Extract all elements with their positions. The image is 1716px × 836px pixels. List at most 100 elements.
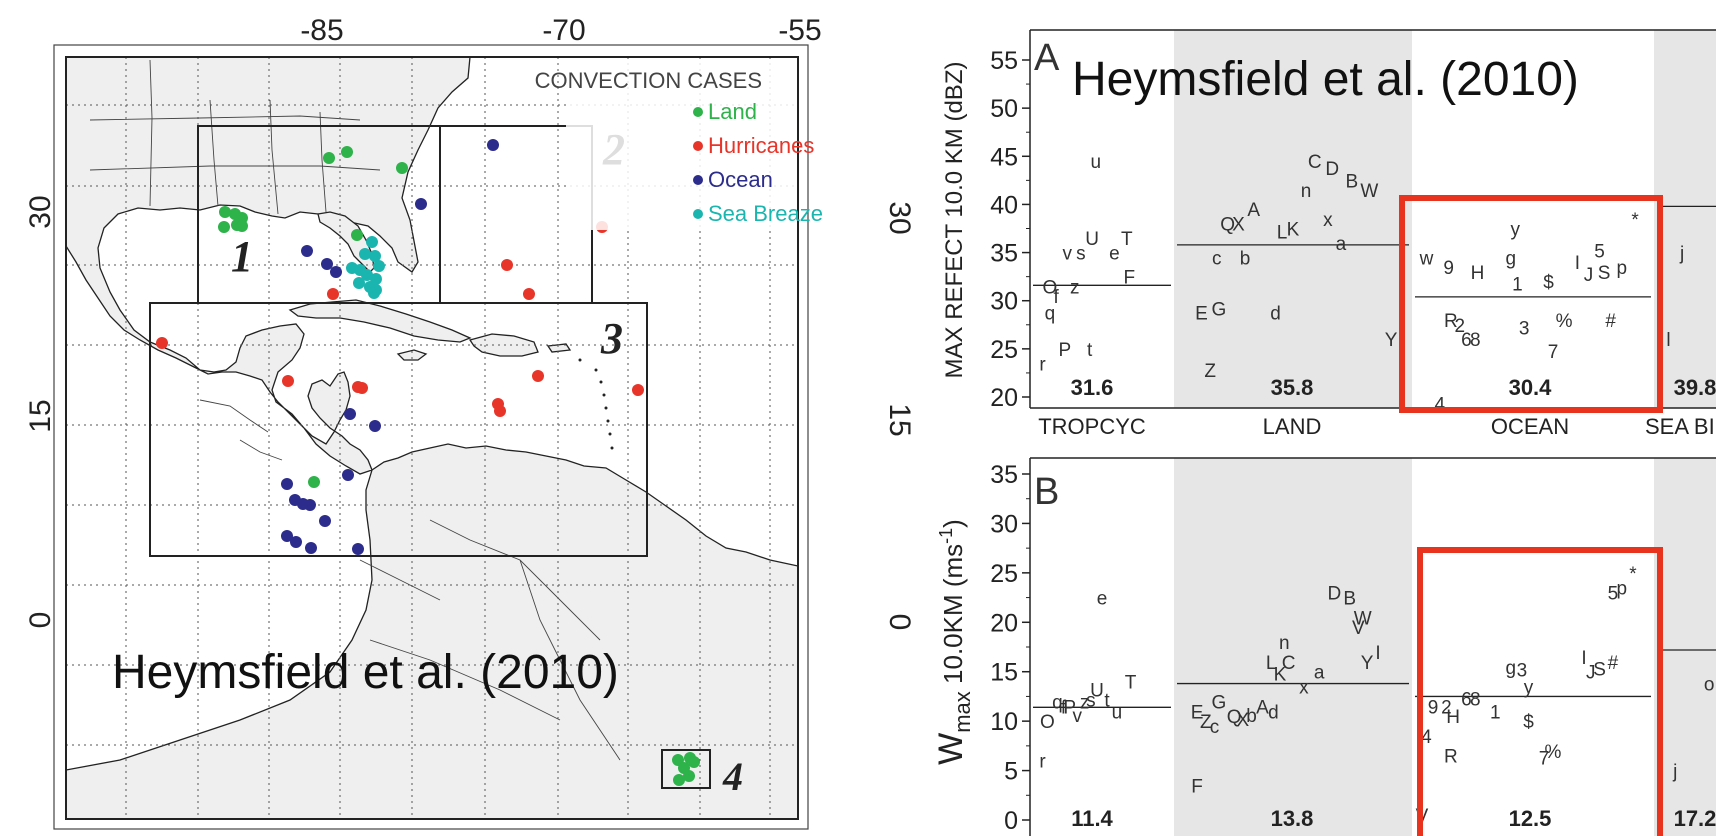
panel-b-point-1: q — [1052, 692, 1063, 713]
lon-label-85: -85 — [300, 14, 343, 47]
panel-b-point-33: d — [1268, 702, 1279, 723]
island-cuba — [288, 299, 472, 343]
panel-b-point-3: P — [1063, 697, 1076, 718]
panel-b-point-32: A — [1256, 697, 1269, 718]
panel-b-point-40: y — [1524, 678, 1534, 699]
panel-a-tick-label-25: 25 — [990, 336, 1018, 364]
panel-a-point-39: H — [1471, 263, 1485, 284]
panel-b-point-22: Y — [1361, 653, 1374, 674]
panel-b-mean-label-2: 12.5 — [1509, 806, 1552, 831]
lat-label-right-30: 30 — [883, 201, 916, 234]
ylabel-main: 10.0KM (ms — [938, 544, 968, 691]
lat-label-left-15: 15 — [24, 399, 57, 432]
panel-a-point-54: 4 — [1434, 395, 1445, 416]
panel-b-point-4: z — [1080, 692, 1090, 713]
panel-a-point-42: J — [1584, 265, 1594, 286]
panel-a-point-22: X — [1232, 215, 1245, 236]
panel-b-tick-label-5: 5 — [1004, 758, 1018, 786]
panel-a-point-13: r — [1039, 354, 1046, 375]
lat-label-right-0: 0 — [883, 614, 916, 631]
panel-b-point-23: I — [1375, 643, 1380, 664]
panel-a-point-11: P — [1058, 340, 1071, 361]
panel-b-point-13: D — [1328, 584, 1342, 605]
panel-b-mean-lines — [1033, 649, 1716, 708]
panel-b-shading — [1174, 458, 1716, 836]
panel-b-point-8: u — [1112, 702, 1123, 723]
panel-b-point-45: 9 — [1428, 697, 1439, 718]
panel-a-shading — [1174, 30, 1716, 408]
panel-a-shade-1 — [1174, 30, 1412, 408]
panel-a-point-1: v — [1063, 244, 1073, 265]
panel-a-point-45: $ — [1543, 272, 1554, 293]
panel-a-point-44: 1 — [1512, 274, 1523, 295]
panel-b-point-31: b — [1246, 706, 1257, 727]
panel-a-point-50: 3 — [1519, 319, 1530, 340]
panel-b-point-54: 7 — [1539, 749, 1550, 770]
map-inner-frame — [65, 56, 799, 820]
category-label-land: LAND — [1263, 414, 1322, 439]
map-legend: CONVECTION CASES Land Hurricanes Ocean S… — [535, 62, 823, 230]
panel-b-point-50: 1 — [1490, 702, 1501, 723]
panel-b-point-24: x — [1299, 678, 1309, 699]
legend-background — [566, 62, 794, 230]
panel-a-point-23: L — [1277, 222, 1288, 243]
category-label-ocean: OCEAN — [1491, 414, 1569, 439]
panel-b-point-34: F — [1191, 776, 1203, 797]
panel-b-point-10: T — [1125, 673, 1137, 694]
panel-a-mean-label-0: 31.6 — [1071, 375, 1114, 400]
panel-a-point-12: t — [1087, 340, 1093, 361]
panel-b-mean-labels: 11.4 13.8 12.5 17.2 — [1071, 806, 1716, 831]
panel-b-point-35: 5 — [1608, 584, 1619, 605]
panel-a-point-60: l — [1666, 330, 1670, 351]
panel-a-point-4: e — [1109, 244, 1120, 265]
panel-a-point-47: 2 — [1454, 316, 1465, 337]
lat-label-left-30: 30 — [24, 195, 57, 228]
panel-a-mean-lines — [1033, 205, 1716, 298]
region-box-3 — [149, 302, 648, 557]
panel-b-point-9: v — [1072, 706, 1082, 727]
panel-b-point-2: f — [1061, 697, 1067, 718]
map-borders — [89, 59, 621, 761]
panel-b-point-27: Z — [1200, 712, 1212, 733]
legend-dot-ocean — [693, 175, 703, 185]
panel-b-y-ticks: 0 5 10 15 20 25 30 35 — [990, 461, 1030, 835]
panel-b-point-14: B — [1343, 589, 1356, 610]
panel-a-point-36: p — [1617, 258, 1628, 279]
panel-a-point-34: * — [1631, 210, 1639, 231]
panel-b-point-41: I — [1581, 648, 1586, 669]
panel-a-point-0: u — [1091, 152, 1102, 173]
legend-label-sea-breeze: Sea Breaze — [708, 201, 823, 226]
category-label-sea-breeze: SEA BI — [1645, 414, 1715, 439]
panel-a-point-49: 8 — [1470, 330, 1481, 351]
ylabel-close: ) — [938, 519, 968, 528]
panel-b-point-16: V — [1352, 618, 1365, 639]
panel-b-letter: B — [1034, 471, 1059, 513]
panel-b-point-26: G — [1211, 692, 1226, 713]
panel-a-point-30: d — [1270, 303, 1281, 324]
panel-a-point-59: j — [1679, 244, 1684, 265]
panel-b-point-15: W — [1354, 608, 1372, 629]
region-label-1: 1 — [231, 232, 253, 281]
landmass-south-america — [66, 443, 798, 819]
panel-a-tick-label-45: 45 — [990, 143, 1018, 171]
panel-a-point-9: q — [1045, 303, 1056, 324]
panel-b-tick-label-10: 10 — [990, 708, 1018, 736]
panel-a-point-24: K — [1287, 220, 1300, 241]
legend-dot-land — [693, 107, 703, 117]
panel-a-point-3: U — [1085, 229, 1099, 250]
legend-dot-hurricanes — [693, 141, 703, 151]
panel-a-point-53: 7 — [1548, 342, 1559, 363]
legend-label-land: Land — [708, 99, 757, 124]
panel-b-point-25: E — [1191, 702, 1204, 723]
panel-b-point-21: a — [1314, 663, 1325, 684]
panel-a-point-17: W — [1360, 181, 1378, 202]
panel-a-point-37: w — [1419, 248, 1434, 269]
panel-a-point-20: x — [1323, 210, 1333, 231]
panel-a-point-19: A — [1247, 200, 1260, 221]
panel-b-tick-label-15: 15 — [990, 659, 1018, 687]
panel-a-citation: Heymsfield et al. (2010) — [1072, 53, 1579, 106]
region-label-4: 4 — [722, 754, 743, 799]
panel-b-point-51: $ — [1523, 712, 1534, 733]
panel-a-point-41: I — [1575, 253, 1580, 274]
